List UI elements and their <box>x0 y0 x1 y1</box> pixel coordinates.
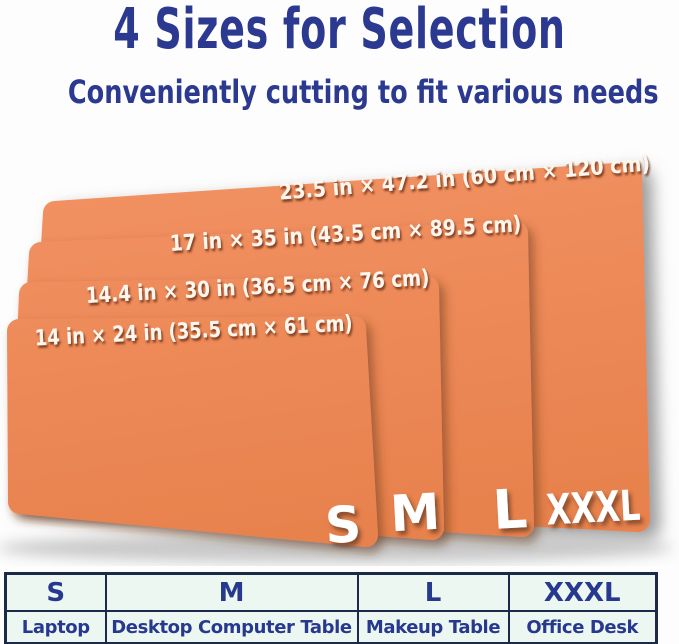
use-cell-m: Desktop Computer Table <box>104 610 359 644</box>
mat-size-letter-s: S <box>324 495 363 555</box>
page-subtitle: Conveniently cutting to fit various need… <box>67 73 659 111</box>
size-cell-m: M <box>104 572 359 612</box>
size-cell-xxxl: XXXL <box>507 572 658 612</box>
size-cell-l: L <box>356 572 510 612</box>
use-cell-l: Makeup Table <box>356 610 510 644</box>
use-cell-s: Laptop <box>4 610 107 644</box>
mat-size-letter-m: M <box>389 483 442 544</box>
page-title: 4 Sizes for Selection <box>113 0 566 62</box>
floor-shadow <box>0 533 673 563</box>
mat-s <box>7 316 378 547</box>
size-cell-s: S <box>4 572 107 612</box>
size-table-header-row: S M L XXXL <box>4 572 658 612</box>
mat-size-letter-xxxl: XXXL <box>545 481 641 535</box>
size-table-use-row: Laptop Desktop Computer Table Makeup Tab… <box>4 610 658 644</box>
size-table: S M L XXXL Laptop Desktop Computer Table… <box>4 572 658 644</box>
use-cell-xxxl: Office Desk <box>507 610 658 644</box>
mat-size-letter-l: L <box>491 477 529 542</box>
